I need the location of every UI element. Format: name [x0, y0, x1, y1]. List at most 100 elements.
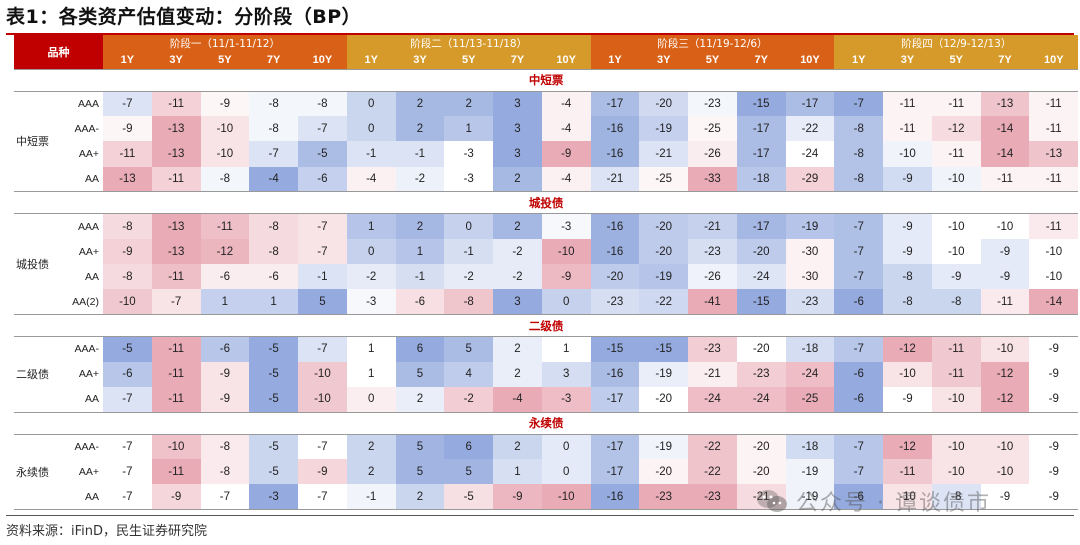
tenor-header: 7Y: [249, 52, 298, 69]
value-cell: -5: [298, 141, 347, 167]
value-cell: -18: [785, 336, 835, 362]
value-cell: -19: [785, 484, 835, 511]
value-cell: 3: [493, 141, 542, 167]
value-cell: -10: [931, 213, 981, 239]
tenor-header: 7Y: [493, 52, 542, 69]
value-cell: -6: [298, 166, 347, 193]
value-cell: -18: [736, 166, 786, 193]
value-cell: -7: [298, 238, 347, 265]
tenor-header: 3Y: [883, 52, 932, 69]
value-cell: -9: [200, 386, 250, 413]
value-cell: -11: [883, 91, 932, 117]
value-cell: -7: [249, 141, 298, 167]
value-cell: -30: [785, 238, 835, 265]
value-cell: -6: [834, 289, 884, 316]
value-cell: -14: [980, 141, 1030, 167]
value-cell: -29: [785, 166, 835, 193]
value-cell: 2: [346, 459, 396, 485]
value-cell: -19: [785, 213, 835, 239]
value-cell: -17: [736, 141, 786, 167]
tenor-header: 10Y: [1029, 52, 1079, 69]
section-title: 永续债: [14, 411, 1079, 435]
value-cell: 2: [493, 434, 542, 460]
value-cell: -5: [444, 484, 494, 511]
value-cell: -16: [590, 116, 640, 142]
wechat-icon: [757, 490, 787, 512]
value-cell: -41: [688, 289, 737, 316]
value-cell: -25: [688, 116, 737, 142]
value-cell: -23: [688, 238, 737, 265]
value-cell: -9: [883, 166, 932, 193]
section-header-row: 城投债: [14, 191, 1079, 215]
value-cell: -24: [736, 386, 786, 413]
header-row-tenors: 1Y 3Y 5Y 7Y 10Y 1Y 3Y 5Y 7Y 10Y 1Y 3Y 5Y 7Y 10Y 1Y 3Y 5Y 7…: [14, 52, 1079, 69]
value-cell: -11: [151, 386, 201, 413]
value-cell: -8: [249, 116, 298, 142]
value-cell: -22: [785, 116, 835, 142]
value-cell: -10: [298, 361, 347, 387]
value-cell: -11: [931, 361, 981, 387]
value-cell: -13: [103, 166, 152, 193]
value-cell: -13: [1029, 141, 1079, 167]
value-cell: -10: [931, 434, 981, 460]
value-cell: -13: [151, 141, 201, 167]
value-cell: -9: [541, 141, 591, 167]
value-cell: -20: [590, 264, 640, 290]
value-cell: -23: [688, 484, 737, 511]
value-cell: -30: [785, 264, 835, 290]
value-cell: -5: [249, 336, 298, 362]
value-cell: -10: [980, 213, 1030, 239]
value-cell: -1: [346, 141, 396, 167]
value-cell: -33: [688, 166, 737, 193]
value-cell: -23: [639, 484, 689, 511]
value-cell: -7: [834, 434, 884, 460]
rating-label: AA+: [78, 147, 99, 160]
value-cell: -5: [103, 336, 152, 362]
value-cell: -7: [834, 459, 884, 485]
value-cell: -10: [980, 336, 1030, 362]
value-cell: 1: [493, 459, 542, 485]
value-cell: -7: [103, 386, 152, 413]
value-cell: -19: [639, 434, 689, 460]
value-cell: -7: [298, 116, 347, 142]
value-cell: -7: [834, 91, 884, 117]
value-cell: -23: [688, 336, 737, 362]
tenor-header: 3Y: [151, 52, 201, 69]
table-row: AA+ -6 -11 -9 -5 -10 1 5 4 2 3 -16 -19 -21 -23 -24 -6 -10…: [14, 361, 1079, 387]
value-cell: 5: [395, 459, 445, 485]
rating-label: AAA-: [74, 343, 99, 356]
value-cell: 2: [346, 434, 396, 460]
value-cell: 2: [493, 213, 542, 239]
value-cell: -8: [444, 289, 494, 316]
rating-label: AA(2): [64, 289, 103, 316]
value-cell: -9: [103, 116, 152, 142]
value-cell: -15: [736, 289, 786, 316]
value-cell: -11: [151, 166, 201, 193]
corner-header: 品种: [14, 35, 103, 69]
value-cell: -7: [834, 213, 884, 239]
value-cell: -20: [639, 386, 689, 413]
source-note: 资料来源：iFinD，民生证券研究院: [6, 524, 208, 539]
rating-label: AAA: [77, 97, 99, 110]
tenor-header: 7Y: [980, 52, 1030, 69]
value-cell: -1: [395, 264, 445, 290]
value-cell: -21: [590, 166, 640, 193]
value-cell: -21: [688, 361, 737, 387]
value-cell: 1: [444, 116, 494, 142]
value-cell: -10: [931, 386, 981, 413]
value-cell: -7: [298, 213, 347, 239]
value-cell: -9: [980, 238, 1030, 265]
value-cell: -2: [395, 166, 445, 193]
value-cell: -7: [151, 289, 201, 316]
value-cell: -22: [688, 434, 737, 460]
value-cell: 1: [346, 213, 396, 239]
value-cell: -16: [590, 141, 640, 167]
value-cell: 1: [346, 361, 396, 387]
section-header-row: 二级债: [14, 314, 1079, 337]
value-cell: 2: [395, 386, 445, 413]
value-cell: -15: [736, 91, 786, 117]
value-cell: -2: [493, 238, 542, 265]
category-label: 二级债: [14, 336, 64, 413]
value-cell: 2: [395, 484, 445, 511]
value-cell: 5: [298, 289, 347, 316]
